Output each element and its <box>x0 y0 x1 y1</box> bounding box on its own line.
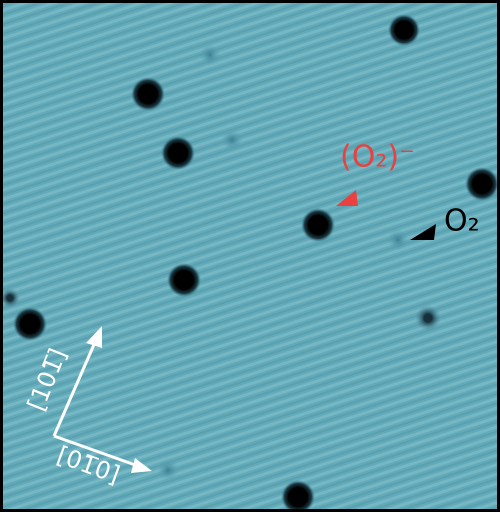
oxygen-label: O₂ <box>444 204 480 239</box>
superoxide-label: (O₂)⁻ <box>340 140 415 175</box>
surface <box>0 0 500 512</box>
stm-image: (O₂)⁻ O₂ [101̅] [01̅0] <box>0 0 500 512</box>
